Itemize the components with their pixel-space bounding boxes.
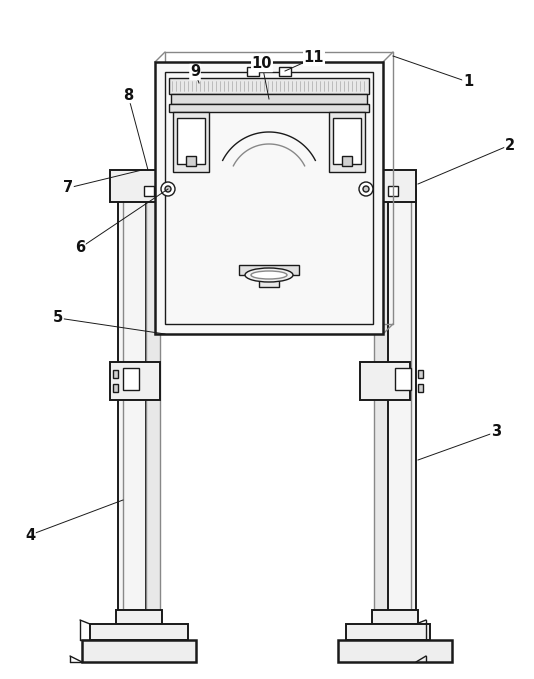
Bar	[110, 170, 170, 202]
Bar	[82, 640, 196, 662]
Bar	[177, 118, 205, 164]
Text: 5: 5	[53, 310, 63, 325]
Ellipse shape	[251, 271, 287, 279]
Bar	[356, 170, 416, 202]
Bar	[173, 112, 209, 172]
Text: 4: 4	[25, 528, 35, 543]
Bar	[395, 368, 411, 390]
Bar	[279, 67, 291, 76]
Bar	[160, 178, 178, 200]
Text: 11: 11	[304, 50, 324, 65]
Bar	[338, 640, 452, 662]
Text: 2: 2	[505, 138, 515, 153]
Bar	[118, 190, 146, 610]
Bar	[171, 94, 367, 104]
Bar	[123, 368, 139, 390]
Bar	[144, 186, 154, 196]
Bar	[169, 104, 369, 112]
Circle shape	[363, 186, 369, 192]
Bar	[374, 190, 388, 610]
Circle shape	[359, 182, 373, 196]
Bar	[388, 186, 398, 196]
Text: 7: 7	[63, 181, 73, 196]
Bar	[146, 190, 160, 610]
Text: 3: 3	[491, 424, 501, 439]
Bar	[372, 610, 418, 624]
Bar	[329, 112, 365, 172]
Bar	[110, 362, 160, 400]
Bar	[418, 370, 423, 378]
Bar	[116, 610, 162, 624]
Bar	[342, 156, 352, 166]
Bar	[165, 72, 373, 324]
Bar	[113, 370, 118, 378]
Circle shape	[161, 182, 175, 196]
Circle shape	[165, 186, 171, 192]
Bar	[388, 190, 416, 610]
Text: 8: 8	[123, 88, 133, 103]
Bar	[169, 78, 369, 94]
Text: 9: 9	[190, 65, 200, 79]
Bar	[90, 624, 188, 640]
Bar	[259, 275, 279, 287]
Bar	[113, 384, 118, 392]
Bar	[247, 67, 259, 76]
Bar	[418, 384, 423, 392]
Bar	[346, 624, 430, 640]
Text: 1: 1	[463, 75, 473, 90]
Bar	[360, 362, 410, 400]
Bar	[356, 178, 374, 200]
Ellipse shape	[245, 268, 293, 282]
Text: 10: 10	[252, 56, 272, 71]
Bar	[239, 265, 299, 275]
Bar	[333, 118, 361, 164]
Bar	[155, 62, 383, 334]
Bar	[186, 156, 196, 166]
Text: 6: 6	[75, 240, 85, 255]
